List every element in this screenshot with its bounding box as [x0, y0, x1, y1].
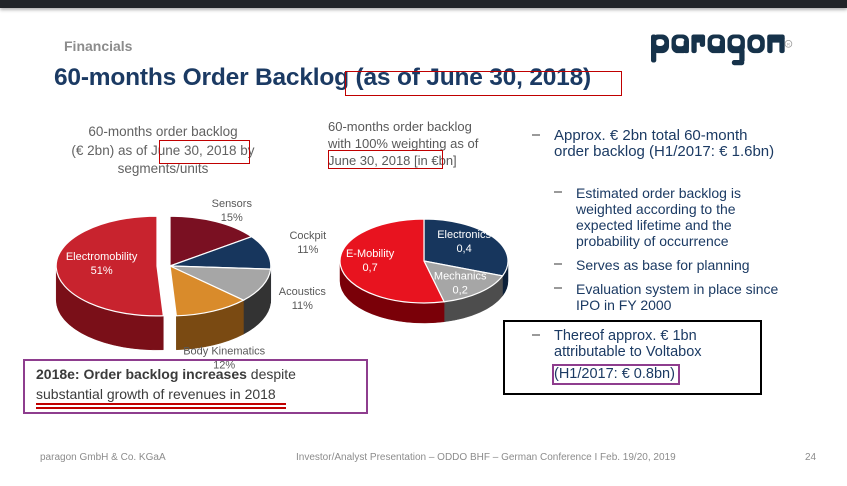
svg-text:R: R — [787, 41, 790, 46]
svg-text:11%: 11% — [297, 244, 318, 256]
svg-text:0,2: 0,2 — [453, 284, 468, 296]
svg-text:0,7: 0,7 — [362, 262, 377, 274]
svg-text:E-Mobility: E-Mobility — [346, 248, 395, 260]
svg-text:11%: 11% — [292, 300, 313, 312]
svg-text:Mechanics: Mechanics — [434, 270, 487, 282]
svg-text:0,4: 0,4 — [456, 243, 471, 255]
svg-text:51%: 51% — [91, 265, 113, 277]
svg-text:Electromobility: Electromobility — [66, 251, 138, 263]
svg-text:Cockpit: Cockpit — [289, 230, 326, 242]
svg-text:15%: 15% — [221, 212, 243, 224]
svg-text:Electronics: Electronics — [437, 229, 491, 241]
svg-text:Body Kinematics: Body Kinematics — [183, 346, 265, 358]
svg-text:Acoustics: Acoustics — [279, 286, 327, 298]
svg-text:Sensors: Sensors — [212, 198, 253, 210]
